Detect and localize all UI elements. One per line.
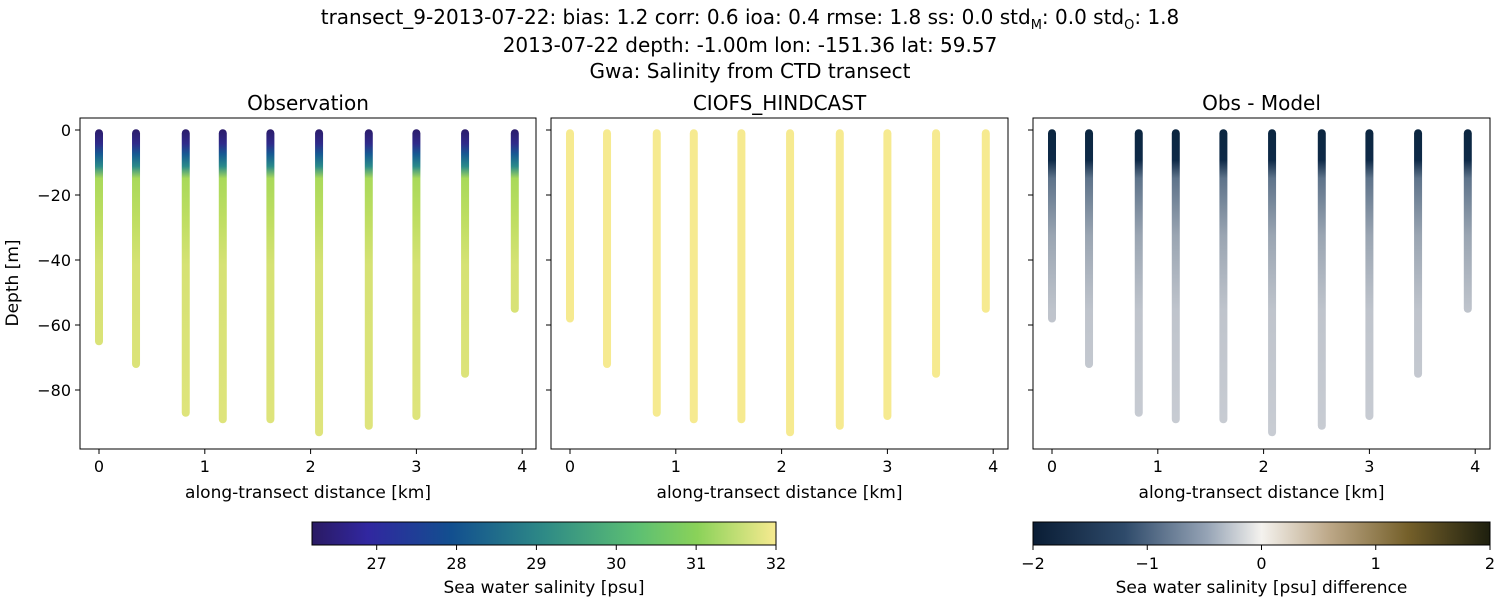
axes-frame <box>550 117 1009 450</box>
title-line-1: transect_9-2013-07-22: bias: 1.2 corr: 0… <box>321 5 1180 33</box>
x-tick-label: 3 <box>1364 457 1374 476</box>
colorbar-tick-label: 2 <box>1485 554 1495 573</box>
x-axis-label: along-transect distance [km] <box>185 483 431 503</box>
colorbar-tick-label: 30 <box>606 554 626 573</box>
colorbar-gradient <box>311 521 777 546</box>
x-axis-label: along-transect distance [km] <box>657 483 903 503</box>
y-axis-label: Depth [m] <box>3 239 23 326</box>
colorbar-tick-label: 29 <box>526 554 546 573</box>
x-tick-label: 1 <box>671 457 681 476</box>
colorbar-tick-label: 28 <box>446 554 466 573</box>
panel-title: CIOFS_HINDCAST <box>693 91 867 115</box>
x-tick-label: 3 <box>411 457 421 476</box>
axes-frame <box>1032 117 1491 450</box>
colorbar-tick-label: 27 <box>367 554 387 573</box>
x-tick-label: 2 <box>777 457 787 476</box>
colorbar-tick-label: 31 <box>686 554 706 573</box>
panel-title: Observation <box>247 91 369 115</box>
x-tick-label: 3 <box>882 457 892 476</box>
panel-title: Obs - Model <box>1202 91 1321 115</box>
colorbar-label: Sea water salinity [psu] difference <box>1116 578 1408 598</box>
x-tick-label: 4 <box>517 457 527 476</box>
colorbar-tick-label: 1 <box>1371 554 1381 573</box>
title-line-1-end: : 1.8 <box>1134 5 1179 29</box>
x-tick-label: 4 <box>988 457 998 476</box>
y-tick-label: −20 <box>37 186 71 205</box>
x-tick-label: 2 <box>1259 457 1269 476</box>
x-tick-label: 1 <box>1153 457 1163 476</box>
colorbar-tick-label: 32 <box>766 554 786 573</box>
colorbar-tick-label: −2 <box>1021 554 1045 573</box>
subscript-o: O <box>1124 18 1134 33</box>
panel-ciofs-hindcast: CIOFS_HINDCAST along-transect distance [k… <box>546 91 1009 503</box>
panel-obs-model: Obs - Model along-transect distance [km] 0… <box>1028 91 1491 503</box>
x-tick-label: 0 <box>565 457 575 476</box>
subscript-m: M <box>1031 18 1042 33</box>
x-tick-label: 2 <box>306 457 316 476</box>
panel-observation: Observation along-transect distance [km] 0… <box>3 91 537 503</box>
x-tick-label: 0 <box>1047 457 1057 476</box>
title-line-3: Gwa: Salinity from CTD transect <box>590 59 911 83</box>
colorbar-difference: −2 −1 0 1 2 Sea water salinity [psu] differen… <box>1021 521 1495 598</box>
colorbar-salinity: 27 28 29 30 31 32 Sea water salinity [psu] <box>311 521 786 598</box>
colorbar-tick-label: −1 <box>1135 554 1159 573</box>
y-tick-label: −80 <box>37 381 71 400</box>
colorbar-tick-label: 0 <box>1256 554 1266 573</box>
y-tick-label: −40 <box>37 251 71 270</box>
x-tick-label: 4 <box>1470 457 1480 476</box>
title-line-1-mid: : 0.0 std <box>1042 5 1124 29</box>
x-axis-label: along-transect distance [km] <box>1139 483 1385 503</box>
axes-frame <box>79 117 537 450</box>
x-tick-label: 0 <box>94 457 104 476</box>
title-line-1-text: transect_9-2013-07-22: bias: 1.2 corr: 0… <box>321 5 1031 29</box>
title-line-2: 2013-07-22 depth: -1.00m lon: -151.36 la… <box>503 33 998 57</box>
y-tick-label: −60 <box>37 316 71 335</box>
y-tick-label: 0 <box>61 121 71 140</box>
colorbar-gradient <box>1032 521 1491 546</box>
x-tick-label: 1 <box>200 457 210 476</box>
colorbar-label: Sea water salinity [psu] <box>444 578 645 598</box>
